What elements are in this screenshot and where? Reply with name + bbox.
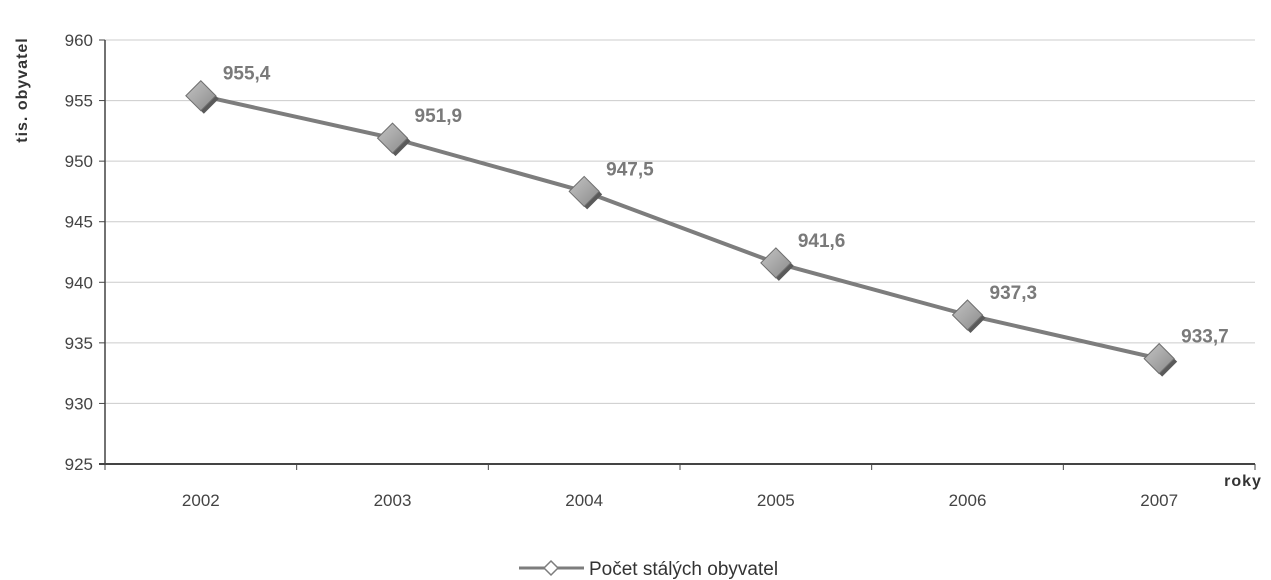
data-point-marker — [185, 80, 219, 114]
data-label: 955,4 — [223, 64, 271, 85]
y-tick-label: 955 — [65, 92, 93, 111]
x-axis-title: roky — [1224, 473, 1262, 490]
data-label: 933,7 — [1181, 327, 1229, 348]
x-tick-label: 2004 — [565, 491, 603, 510]
marker-diamond — [951, 299, 984, 331]
y-tick-label: 940 — [65, 273, 93, 292]
marker-diamond — [568, 175, 600, 208]
x-tick-labels: 2002 2003 2004 2005 2006 2007 — [182, 491, 1178, 510]
data-labels: 955,4 951,9 947,5 941,6 937,3 933,7 — [223, 64, 1229, 348]
grid-lines — [105, 39, 1255, 404]
data-point-marker — [568, 175, 603, 210]
y-tick-labels: 925 930 935 940 945 950 955 960 — [65, 31, 93, 474]
x-tick-label: 2005 — [757, 491, 795, 510]
data-label: 947,5 — [606, 159, 654, 180]
series-line-group — [200, 93, 1160, 361]
marker-diamond — [1143, 342, 1175, 375]
legend: Počet stálých obyvatel — [519, 559, 778, 580]
y-tick-label: 945 — [65, 213, 93, 232]
x-tick-label: 2007 — [1140, 491, 1178, 510]
x-tick-label: 2002 — [182, 491, 220, 510]
legend-entry-label: Počet stálých obyvatel — [589, 559, 778, 580]
y-tick-label: 935 — [65, 334, 93, 353]
x-tick-label: 2003 — [374, 491, 412, 510]
data-point-marker — [760, 247, 794, 281]
marker-diamond — [376, 122, 409, 154]
y-tick-label: 925 — [65, 455, 93, 474]
y-tick-label: 950 — [65, 152, 93, 171]
x-tick-label: 2006 — [949, 491, 987, 510]
series-line — [200, 93, 1160, 361]
y-axis-title: tis. obyvatel — [14, 37, 31, 142]
data-point-marker — [1143, 342, 1178, 377]
series-markers — [185, 80, 1178, 377]
data-label: 951,9 — [415, 106, 463, 127]
marker-diamond — [185, 80, 217, 112]
data-point-marker — [951, 299, 986, 333]
y-tick-label: 930 — [65, 394, 93, 413]
data-label: 941,6 — [798, 231, 846, 252]
data-point-marker — [376, 122, 411, 157]
data-label: 937,3 — [990, 283, 1038, 304]
axes — [99, 39, 1256, 470]
legend-diamond-icon — [542, 559, 560, 577]
marker-diamond — [760, 247, 792, 279]
y-tick-label: 960 — [65, 31, 93, 50]
